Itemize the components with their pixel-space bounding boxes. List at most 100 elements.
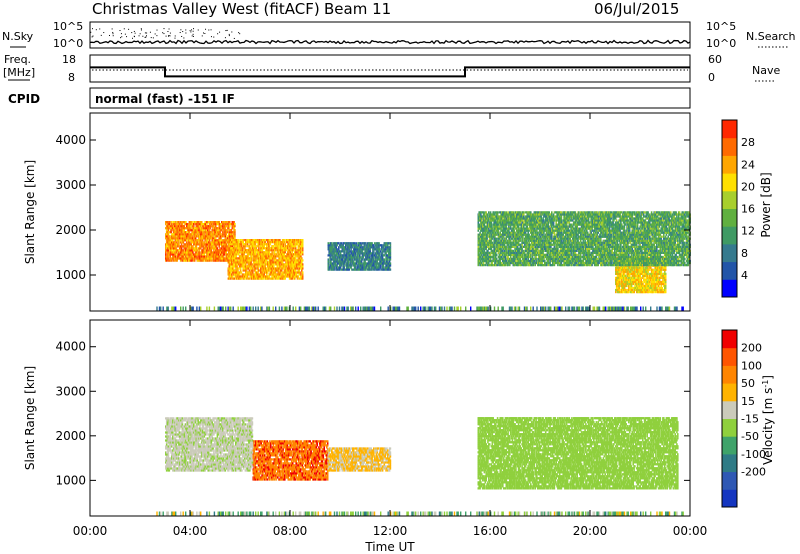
heatmap-cell xyxy=(229,275,231,277)
heatmap-cell xyxy=(344,252,346,254)
heatmap-cell xyxy=(217,235,219,237)
heatmap-cell xyxy=(249,278,251,280)
noise-dot xyxy=(234,38,235,39)
heatmap-cell xyxy=(302,243,304,245)
heatmap-cell xyxy=(657,289,659,291)
noise-dot xyxy=(191,29,192,30)
heatmap-cell xyxy=(235,255,237,257)
heatmap-cell xyxy=(220,233,222,235)
heatmap-cell xyxy=(381,248,383,250)
heatmap-cell xyxy=(239,251,241,253)
heatmap-cell xyxy=(376,254,378,256)
heatmap-cell xyxy=(205,239,207,241)
heatmap-cell xyxy=(337,258,339,260)
heatmap-cell xyxy=(343,266,345,268)
heatmap-cell xyxy=(202,231,204,233)
noise-dot xyxy=(112,32,113,33)
heatmap-cell xyxy=(258,245,260,247)
heatmap-cell xyxy=(647,267,649,269)
heatmap-cell xyxy=(292,259,294,261)
heatmap-cell xyxy=(245,239,247,241)
heatmap-cell xyxy=(624,287,626,289)
heatmap-cell xyxy=(335,256,337,258)
heatmap-cell xyxy=(221,229,223,231)
heatmap-cell xyxy=(379,248,381,250)
heatmap-cell xyxy=(269,275,271,277)
heatmap-cell xyxy=(302,251,304,253)
heatmap-cell xyxy=(257,271,259,273)
noise-dot xyxy=(219,32,220,33)
heatmap-cell xyxy=(345,246,347,248)
heatmap-cell xyxy=(661,287,663,289)
heatmap-cell xyxy=(647,285,649,287)
heatmap-cell xyxy=(629,275,631,277)
heatmap-cell xyxy=(634,285,636,287)
heatmap-cell xyxy=(297,243,299,245)
noise-dot xyxy=(156,35,157,36)
noise-dot xyxy=(180,29,181,30)
heatmap-cell xyxy=(302,259,304,261)
heatmap-cell xyxy=(201,221,203,223)
heatmap-cell xyxy=(195,257,197,259)
heatmap-cell xyxy=(175,221,177,223)
heatmap-cell xyxy=(218,260,220,262)
heatmap-cell xyxy=(266,259,268,261)
station-title: Christmas Valley West (fitACF) xyxy=(92,0,320,18)
heatmap-cell xyxy=(272,259,274,261)
noise-dot xyxy=(164,28,165,29)
heatmap-cell xyxy=(250,273,252,275)
heatmap-cell xyxy=(225,223,227,225)
heatmap-cell xyxy=(282,271,284,273)
heatmap-cell xyxy=(347,250,349,252)
noise-dot xyxy=(211,29,212,30)
heatmap-cell xyxy=(255,269,257,271)
heatmap-cell xyxy=(300,255,302,257)
heatmap-cell xyxy=(633,279,635,281)
heatmap-cell xyxy=(362,250,364,252)
heatmap-cell xyxy=(302,249,304,251)
heatmap-cell xyxy=(276,253,278,255)
heatmap-cell xyxy=(649,289,651,291)
heatmap-cell xyxy=(215,237,217,239)
heatmap-cell xyxy=(201,227,203,229)
heatmap-cell xyxy=(294,241,296,243)
heatmap-cell xyxy=(300,273,302,275)
heatmap-cell xyxy=(193,239,195,241)
heatmap-cell xyxy=(188,223,190,225)
heatmap-cell xyxy=(225,245,227,247)
heatmap-cell xyxy=(369,266,371,268)
heatmap-cell xyxy=(267,271,269,273)
heatmap-cell xyxy=(231,273,233,275)
heatmap-cell xyxy=(383,246,385,248)
heatmap-cell xyxy=(223,221,225,223)
noise-dot xyxy=(217,33,218,34)
heatmap-cell xyxy=(171,249,173,251)
heatmap-cell xyxy=(239,273,241,275)
heatmap-cell xyxy=(349,252,351,254)
heatmap-cell xyxy=(333,264,335,266)
heatmap-cell xyxy=(619,287,621,289)
freq-tick-18: 18 xyxy=(62,53,76,66)
heatmap-cell xyxy=(238,267,240,269)
heatmap-cell xyxy=(243,245,245,247)
heatmap-cell xyxy=(186,239,188,241)
heatmap-cell xyxy=(665,287,667,289)
heatmap-cell xyxy=(355,252,357,254)
heatmap-cell xyxy=(348,266,350,268)
heatmap-cell xyxy=(221,247,223,249)
heatmap-cell xyxy=(330,260,332,262)
heatmap-cell xyxy=(233,221,235,223)
heatmap-cell xyxy=(330,256,332,258)
heatmap-cell xyxy=(217,247,219,249)
heatmap-cell xyxy=(206,223,208,225)
heatmap-cell xyxy=(637,267,639,269)
heatmap-cell xyxy=(292,267,294,269)
heatmap-cell xyxy=(231,251,233,253)
heatmap-cell xyxy=(295,245,297,247)
heatmap-cell xyxy=(276,275,278,277)
heatmap-cell xyxy=(298,265,300,267)
heatmap-cell xyxy=(239,271,241,273)
heatmap-cell xyxy=(220,223,222,225)
cpid-value: normal (fast) -151 IF xyxy=(95,92,235,106)
heatmap-cell xyxy=(377,256,379,258)
